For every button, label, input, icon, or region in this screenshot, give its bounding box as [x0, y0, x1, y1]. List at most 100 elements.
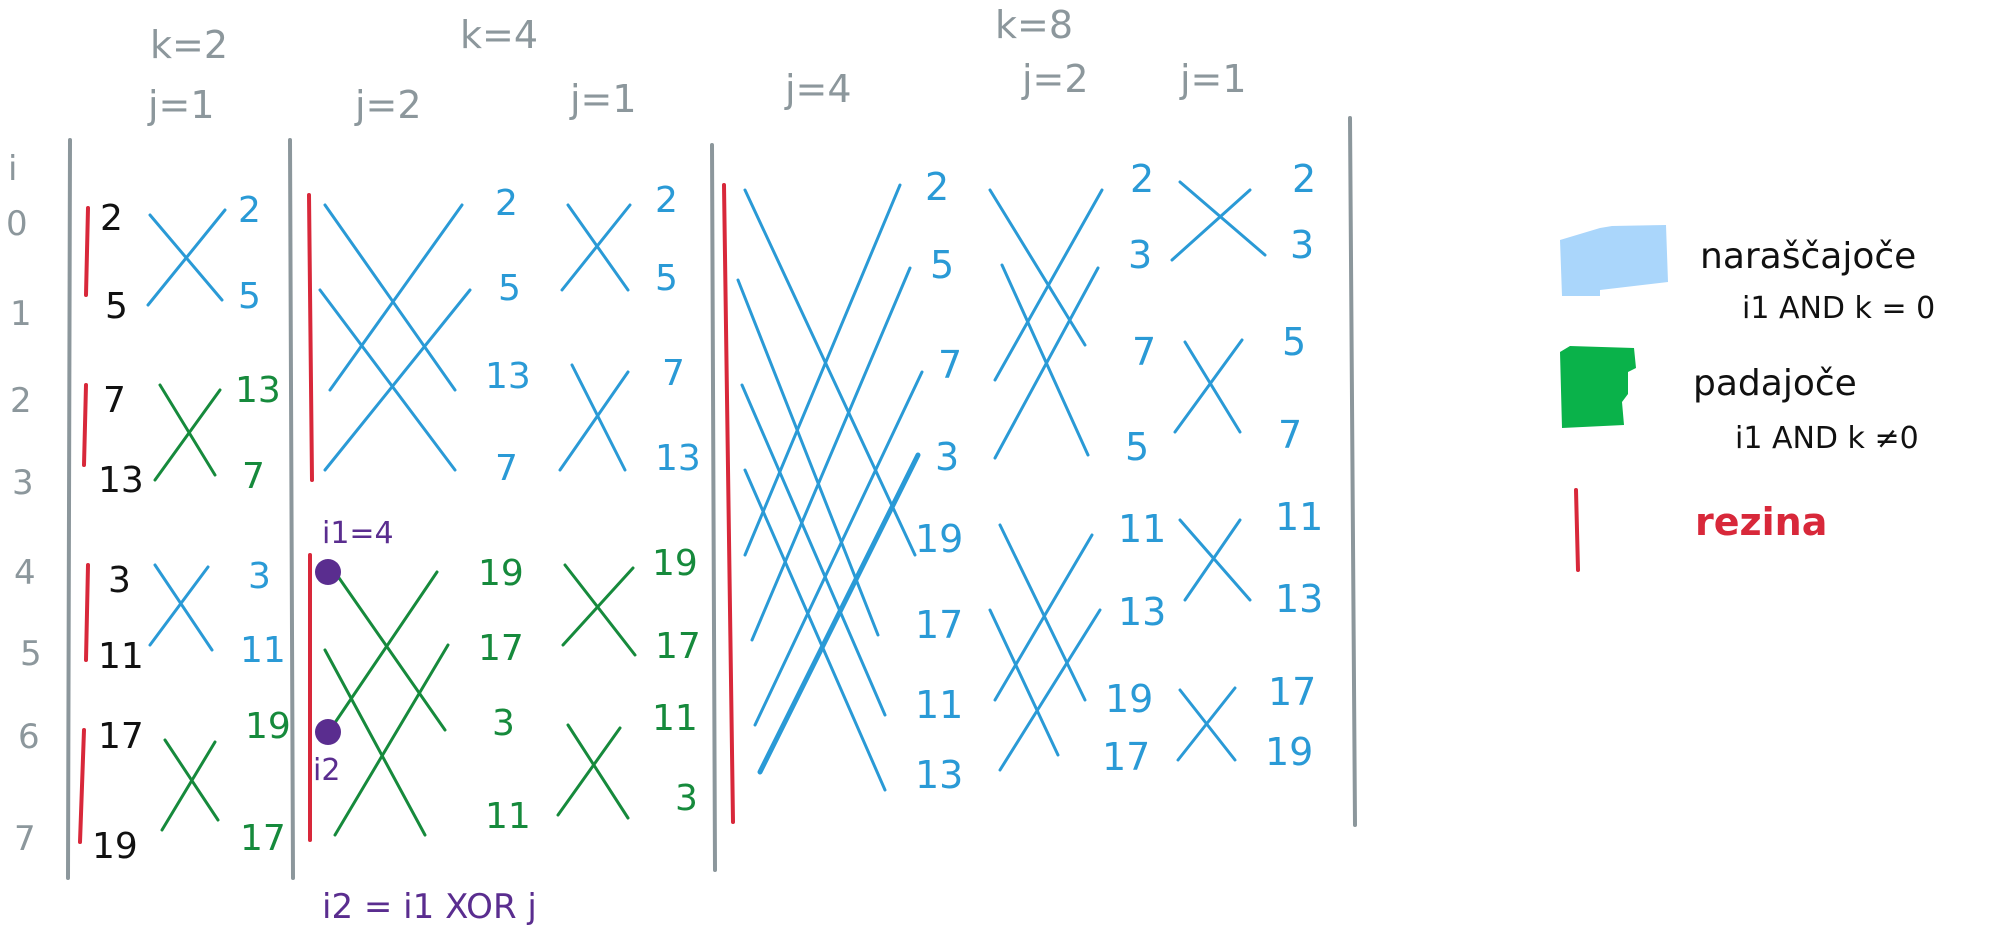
- legend-ascending-title: naraščajoče: [1700, 236, 1916, 277]
- i2-marker: [315, 719, 341, 745]
- xor-formula: i2 = i1 XOR j: [322, 887, 537, 927]
- value-cell: 7: [495, 448, 518, 489]
- value-cell: 13: [98, 460, 144, 501]
- value-cell: 7: [662, 353, 685, 394]
- section-bar: [78, 728, 86, 844]
- k8-label: k=8: [995, 3, 1073, 47]
- j1-a-label: j=1: [147, 83, 215, 127]
- value-cell: 11: [485, 796, 531, 837]
- row-index: 2: [10, 381, 32, 421]
- column-c4: 2 5 7 3 19 17 11 13: [915, 165, 963, 797]
- comparator-line: [740, 383, 887, 717]
- value-cell: 3: [248, 556, 271, 597]
- value-cell: 5: [238, 276, 261, 317]
- value-cell: 2: [1130, 157, 1154, 201]
- comparator-line: [556, 726, 622, 817]
- value-cell: 5: [1125, 425, 1149, 469]
- comparator-line: [328, 570, 439, 732]
- comparator-line: [318, 288, 457, 472]
- legend-section-swatch: [1574, 488, 1580, 572]
- value-cell: 3: [108, 560, 131, 601]
- xor-annotation: i1=4 i2 i2 = i1 XOR j: [313, 516, 537, 927]
- value-cell: 3: [1128, 233, 1152, 277]
- comparator-line: [1170, 188, 1252, 262]
- value-cell: 5: [498, 268, 521, 309]
- comparator-line: [148, 565, 210, 647]
- divider-0: [66, 138, 72, 880]
- value-cell: 13: [235, 370, 281, 411]
- value-cell: 3: [492, 703, 515, 744]
- row-index: 0: [6, 204, 28, 244]
- crossings-k4-j1: [556, 203, 637, 820]
- value-cell: 5: [655, 258, 678, 299]
- value-cell: 3: [675, 778, 698, 819]
- row-index: 4: [14, 553, 36, 593]
- value-cell: 17: [98, 716, 144, 757]
- value-cell: 13: [915, 753, 963, 797]
- value-cell: 19: [245, 706, 291, 747]
- divider-1: [288, 138, 295, 880]
- comparator-line: [558, 370, 630, 472]
- comparator-line: [146, 208, 227, 307]
- comparator-line: [993, 533, 1094, 702]
- value-cell: 19: [915, 517, 963, 561]
- legend: naraščajoče i1 AND k = 0 padajoče i1 AND…: [1560, 225, 1935, 572]
- column-c2: 2 5 13 7 19 17 3 11: [478, 183, 531, 837]
- value-cell: 19: [1265, 730, 1313, 774]
- section-bar: [84, 206, 90, 297]
- comparator-line: [323, 288, 472, 472]
- j2-b-label: j=2: [1021, 57, 1089, 101]
- section-bar: [722, 183, 735, 824]
- legend-descending-rule: i1 AND k ≠0: [1735, 421, 1919, 456]
- column-c5: 2 3 7 5 11 13 19 17: [1102, 157, 1166, 779]
- value-cell: 11: [915, 683, 963, 727]
- section-bar: [307, 193, 314, 482]
- row-axis-label: i: [8, 149, 17, 189]
- k4-label: k=4: [460, 13, 538, 57]
- comparator-line: [566, 723, 630, 820]
- comparator-line: [736, 278, 880, 637]
- value-cell: 2: [655, 180, 678, 221]
- row-axis: i 0 1 2 3 4 5 6 7: [6, 149, 42, 859]
- value-cell: 2: [925, 165, 949, 209]
- row-index: 6: [18, 717, 40, 757]
- j2-a-label: j=2: [354, 83, 422, 127]
- comparator-line: [757, 452, 921, 775]
- section-bars: [78, 183, 735, 844]
- comparator-line: [988, 608, 1060, 757]
- comparator-line: [753, 370, 924, 727]
- value-cell: 17: [478, 628, 524, 669]
- value-cell: 7: [1278, 413, 1302, 457]
- comparator-line: [993, 188, 1104, 382]
- value-cell: 13: [655, 438, 701, 479]
- comparator-line: [1178, 518, 1252, 602]
- value-cell: 17: [240, 818, 286, 859]
- column-c0: 2 5 7 13 3 11 17 19: [92, 198, 144, 867]
- comparator-line: [1000, 263, 1090, 457]
- value-cell: 13: [485, 356, 531, 397]
- comparator-line: [328, 203, 464, 392]
- j4-label: j=4: [784, 67, 852, 111]
- value-cell: 17: [655, 626, 701, 667]
- comparator-line: [323, 648, 427, 837]
- legend-section-label: rezina: [1695, 500, 1827, 544]
- value-cell: 11: [240, 630, 286, 671]
- comparator-line: [560, 203, 632, 292]
- row-index: 7: [14, 819, 36, 859]
- value-cell: 7: [938, 343, 962, 387]
- value-cell: 7: [103, 380, 126, 421]
- crossings-k4-j2: [318, 203, 472, 837]
- comparator-line: [743, 183, 902, 557]
- column-c1: 2 5 13 7 3 11 19 17: [235, 190, 291, 859]
- i2-label: i2: [313, 753, 340, 788]
- value-cell: 19: [92, 826, 138, 867]
- comparator-line: [570, 363, 627, 472]
- legend-ascending-rule: i1 AND k = 0: [1742, 291, 1935, 326]
- comparator-line: [333, 643, 450, 837]
- comparator-line: [750, 266, 912, 642]
- comparator-line: [1183, 340, 1242, 434]
- value-cell: 2: [100, 198, 123, 239]
- legend-ascending-swatch: [1560, 225, 1668, 296]
- value-cell: 13: [1275, 577, 1323, 621]
- comparator-line: [1176, 686, 1237, 762]
